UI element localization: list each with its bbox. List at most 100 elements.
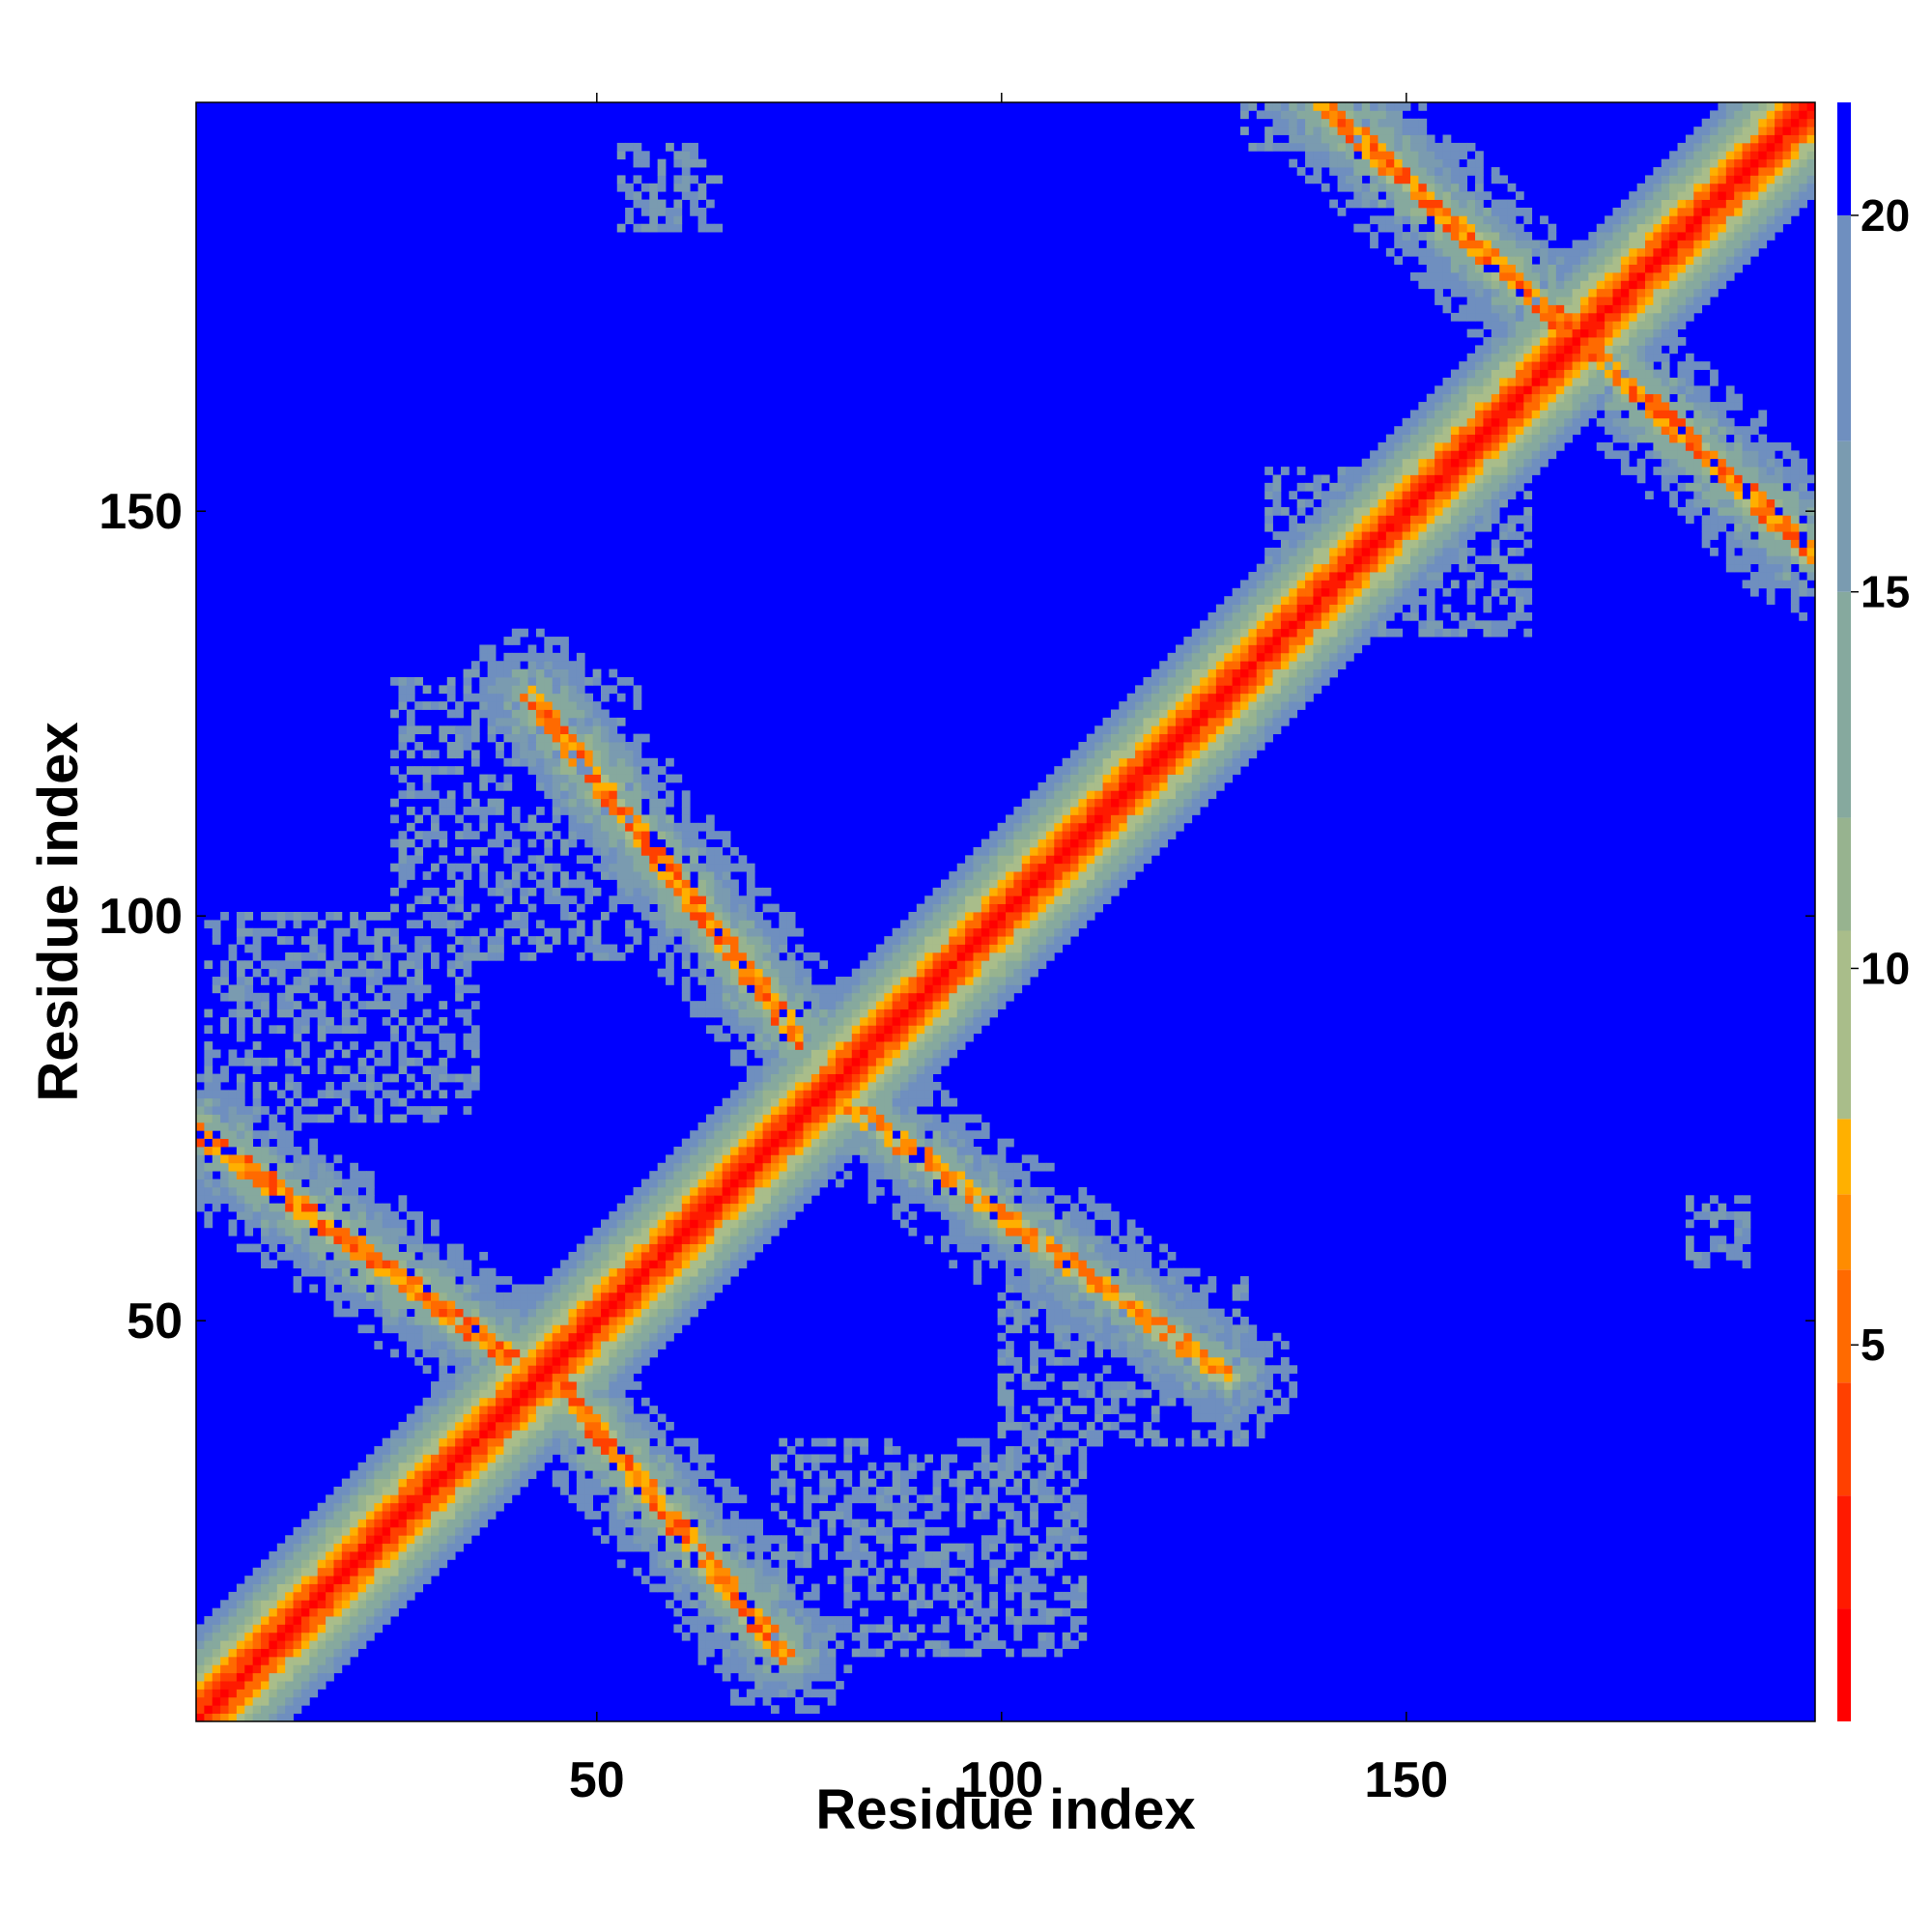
heatmap-cell	[779, 1559, 788, 1569]
heatmap-cell	[365, 1543, 375, 1552]
heatmap-cell	[431, 1308, 440, 1318]
heatmap-cell	[795, 1551, 804, 1560]
heatmap-cell	[333, 1502, 343, 1512]
heatmap-cell	[414, 952, 424, 961]
heatmap-cell	[625, 1478, 634, 1488]
heatmap-cell	[657, 1260, 667, 1269]
heatmap-cell	[422, 1486, 432, 1495]
heatmap-cell	[633, 693, 642, 702]
heatmap-cell	[690, 1284, 698, 1293]
heatmap-cell	[333, 1227, 343, 1236]
heatmap-cell	[293, 1057, 302, 1066]
heatmap-cell	[228, 1106, 238, 1115]
heatmap-cell	[616, 838, 626, 848]
heatmap-cell	[439, 1041, 448, 1050]
heatmap-cell	[374, 992, 384, 1002]
heatmap-cell	[422, 1478, 432, 1488]
heatmap-cell	[252, 1600, 262, 1609]
heatmap-cell	[795, 1025, 804, 1035]
heatmap-cell	[592, 1349, 602, 1358]
heatmap-cell	[779, 1186, 788, 1196]
heatmap-cell	[762, 1114, 772, 1123]
heatmap-cell	[422, 1543, 432, 1552]
heatmap-cell	[196, 1186, 205, 1196]
heatmap-cell	[892, 1502, 901, 1512]
heatmap-cell	[276, 1624, 286, 1634]
heatmap-cell	[924, 1090, 933, 1099]
heatmap-cell	[414, 1494, 424, 1504]
heatmap-cell	[269, 1600, 278, 1609]
heatmap-cell	[836, 1551, 844, 1560]
heatmap-cell	[382, 1494, 391, 1504]
heatmap-cell	[673, 855, 683, 865]
heatmap-cell	[455, 1073, 464, 1083]
heatmap-cell	[649, 1430, 659, 1439]
heatmap-cell	[365, 1001, 375, 1009]
heatmap-cell	[836, 1001, 844, 1009]
heatmap-cell	[592, 1437, 602, 1447]
heatmap-cell	[924, 944, 933, 953]
heatmap-cell	[592, 1406, 602, 1414]
heatmap-cell	[479, 871, 489, 880]
heatmap-cell	[535, 1430, 545, 1439]
heatmap-cell	[892, 1162, 901, 1172]
heatmap-cell	[422, 912, 432, 921]
heatmap-cell	[892, 936, 901, 945]
heatmap-cell	[479, 1317, 489, 1325]
heatmap-cell	[908, 1081, 918, 1091]
heatmap-cell	[810, 1437, 820, 1447]
heatmap-cell	[730, 1138, 739, 1148]
heatmap-cell	[738, 927, 748, 937]
heatmap-cell	[341, 1502, 351, 1512]
heatmap-cell	[867, 1478, 877, 1488]
heatmap-cell	[892, 1478, 901, 1488]
heatmap-cell	[681, 151, 691, 160]
heatmap-cell	[455, 1430, 464, 1439]
heatmap-cell	[236, 1122, 245, 1131]
heatmap-cell	[924, 977, 933, 985]
heatmap-cell	[884, 1057, 894, 1066]
heatmap-cell	[350, 1162, 358, 1172]
heatmap-cell	[754, 920, 763, 929]
heatmap-cell	[309, 1267, 319, 1277]
heatmap-cell	[795, 1454, 804, 1463]
heatmap-cell	[795, 1648, 804, 1658]
heatmap-cell	[754, 1600, 763, 1609]
heatmap-cell	[697, 1551, 707, 1560]
heatmap-cell	[810, 1186, 820, 1196]
heatmap-cell	[496, 1341, 504, 1350]
heatmap-cell	[576, 733, 585, 743]
heatmap-cell	[527, 936, 537, 945]
heatmap-cell	[836, 1049, 844, 1059]
heatmap-cell	[317, 1511, 327, 1520]
heatmap-cell	[843, 1478, 853, 1488]
heatmap-cell	[601, 1260, 610, 1269]
heatmap-cell	[592, 1308, 602, 1318]
heatmap-cell	[779, 1057, 788, 1066]
heatmap-cell	[836, 1502, 844, 1512]
heatmap-cell	[649, 952, 659, 961]
heatmap-cell	[697, 1267, 707, 1277]
heatmap-cell	[293, 1114, 302, 1123]
heatmap-cell	[690, 903, 698, 913]
heatmap-cell	[439, 685, 448, 695]
heatmap-cell	[252, 1147, 262, 1155]
heatmap-cell	[690, 1009, 698, 1018]
heatmap-cell	[317, 1033, 327, 1042]
heatmap-cell	[609, 781, 618, 791]
heatmap-cell	[552, 1478, 561, 1488]
heatmap-cell	[770, 1001, 780, 1009]
heatmap-cell	[333, 1616, 343, 1625]
heatmap-cell	[705, 1147, 715, 1155]
heatmap-cell	[843, 1114, 853, 1123]
heatmap-cell	[746, 1689, 755, 1698]
heatmap-cell	[803, 1470, 812, 1479]
heatmap-cell	[640, 1284, 650, 1293]
heatmap-cell	[204, 1713, 213, 1722]
heatmap-cell	[609, 742, 618, 751]
heatmap-cell	[552, 742, 561, 751]
heatmap-cell	[584, 855, 594, 865]
heatmap-cell	[657, 1583, 667, 1593]
heatmap-cell	[584, 774, 594, 783]
heatmap-cell	[649, 879, 659, 889]
